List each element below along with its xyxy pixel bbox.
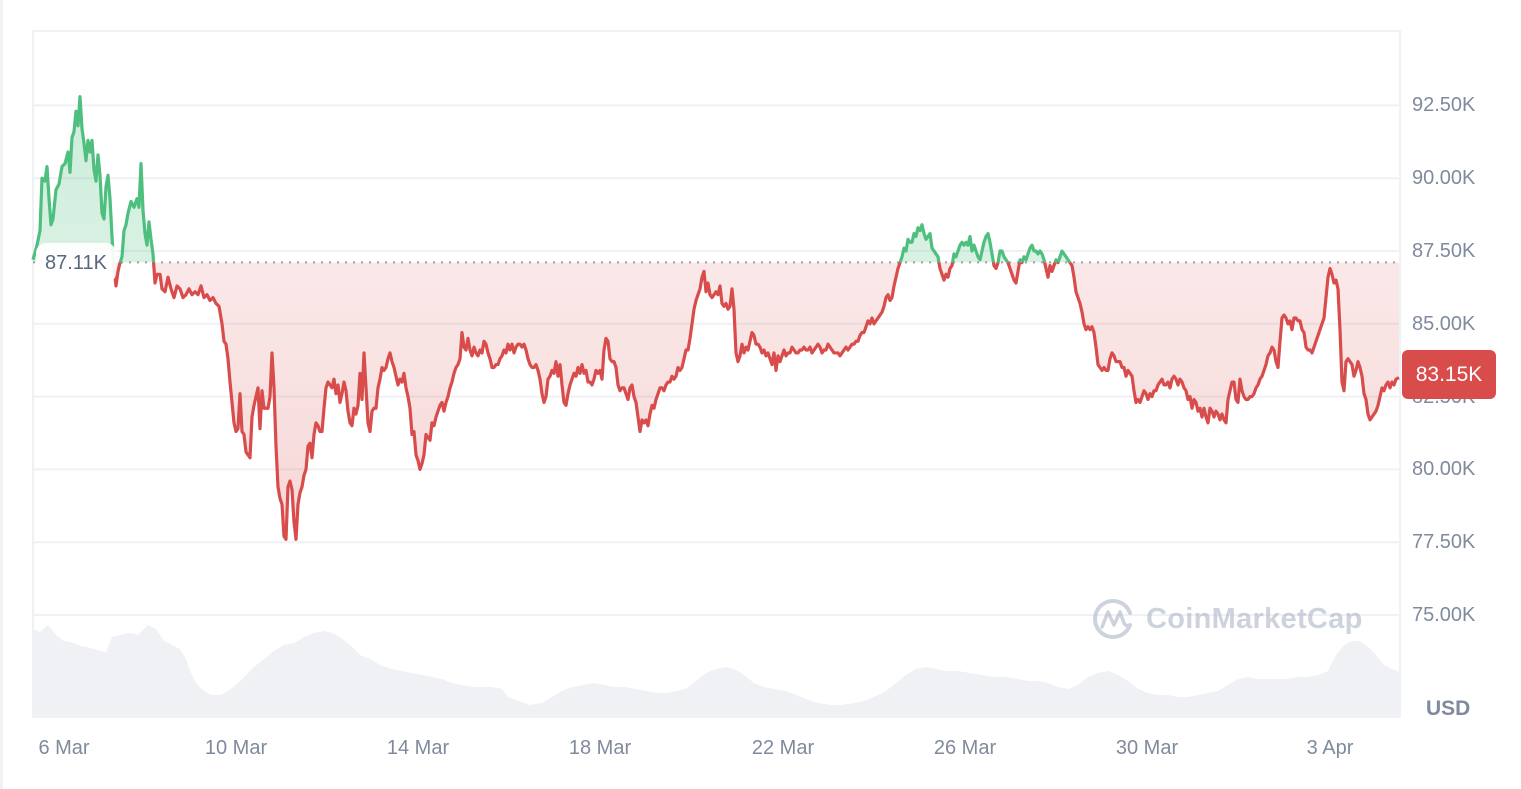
y-tick-label: 80.00K <box>1412 458 1476 481</box>
x-tick-label: 22 Mar <box>751 737 815 759</box>
coinmarketcap-watermark: CoinMarketCap <box>1090 595 1363 643</box>
y-tick-label: 85.00K <box>1412 312 1476 335</box>
volume-area <box>33 625 1399 717</box>
x-tick-label: 6 Mar <box>38 737 90 759</box>
x-tick-label: 26 Mar <box>933 737 997 759</box>
y-tick-label: 92.50K <box>1412 94 1476 117</box>
currency-label: USD <box>1426 697 1471 720</box>
y-tick-label: 87.50K <box>1412 240 1476 262</box>
page-left-border <box>0 0 3 789</box>
x-tick-label: 18 Mar <box>568 737 632 759</box>
x-tick-label: 14 Mar <box>386 737 450 759</box>
x-tick-label: 3 Apr <box>1306 737 1354 759</box>
y-tick-label: 77.50K <box>1412 531 1476 554</box>
x-tick-label: 10 Mar <box>204 737 268 759</box>
price-line <box>31 95 1400 541</box>
y-tick-label: 90.00K <box>1412 167 1476 190</box>
coinmarketcap-logo-icon <box>1093 599 1132 639</box>
baseline-price-badge: 87.11K <box>36 243 116 283</box>
current-price-badge: 83.15K <box>1402 350 1496 399</box>
watermark-text: CoinMarketCap <box>1146 602 1363 635</box>
price-area-fill <box>33 96 1399 540</box>
y-tick-label: 75.00K <box>1412 604 1476 626</box>
x-tick-label: 30 Mar <box>1115 737 1179 759</box>
